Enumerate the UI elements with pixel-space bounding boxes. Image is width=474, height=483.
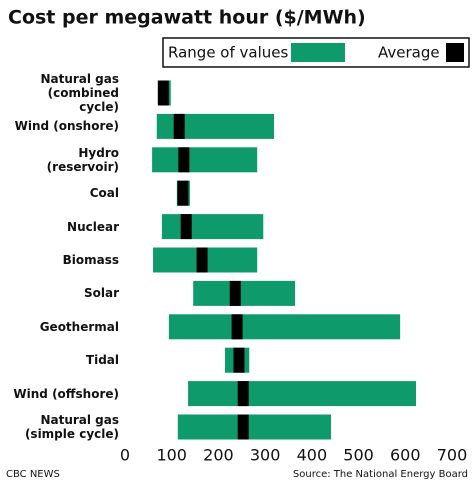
- category-label: Solar: [83, 286, 119, 301]
- average-marker: [177, 180, 189, 206]
- average-marker: [180, 214, 192, 240]
- range-bar: [168, 314, 401, 340]
- average-marker: [229, 280, 241, 306]
- legend-label: Range of values: [168, 44, 289, 62]
- category-label: Biomass: [62, 253, 119, 267]
- x-tick-label: 400: [297, 446, 328, 465]
- category-label: Natural gas (combined cycle): [40, 72, 119, 114]
- legend-label: Average: [378, 44, 440, 62]
- average-marker: [233, 347, 245, 373]
- average-marker: [196, 247, 208, 273]
- category-label: Wind (offshore): [13, 386, 119, 401]
- average-marker: [237, 414, 249, 440]
- x-tick-label: 700: [437, 446, 468, 465]
- average-marker: [231, 314, 243, 340]
- average-marker: [173, 113, 185, 139]
- average-marker: [237, 381, 249, 407]
- legend-swatch: [291, 43, 345, 62]
- range-bar: [152, 147, 258, 173]
- category-label: Wind (onshore): [14, 119, 119, 134]
- average-marker: [157, 80, 169, 106]
- category-label: Natural gas (simple cycle): [24, 413, 119, 441]
- range-bar: [177, 414, 332, 440]
- footer-left: CBC NEWS: [6, 469, 60, 480]
- legend-box: [162, 37, 470, 68]
- x-tick-label: 100: [156, 446, 187, 465]
- range-bar: [193, 280, 296, 306]
- chart-title: Cost per megawatt hour ($/MWh): [8, 7, 366, 29]
- legend-swatch: [446, 43, 464, 62]
- category-label: Geothermal: [39, 319, 119, 334]
- x-tick-label: 500: [343, 446, 374, 465]
- category-label: Nuclear: [67, 219, 119, 234]
- x-tick-label: 200: [203, 446, 234, 465]
- x-tick-label: 600: [390, 446, 421, 465]
- range-bar: [161, 214, 264, 240]
- x-tick-label: 0: [120, 446, 130, 465]
- category-label: Coal: [89, 186, 119, 201]
- category-label: Tidal: [85, 353, 119, 368]
- range-bar: [188, 381, 417, 407]
- x-tick-label: 300: [250, 446, 281, 465]
- footer-right: Source: The National Energy Board: [293, 469, 468, 480]
- category-label: Hydro (reservoir): [46, 145, 119, 174]
- average-marker: [178, 147, 190, 173]
